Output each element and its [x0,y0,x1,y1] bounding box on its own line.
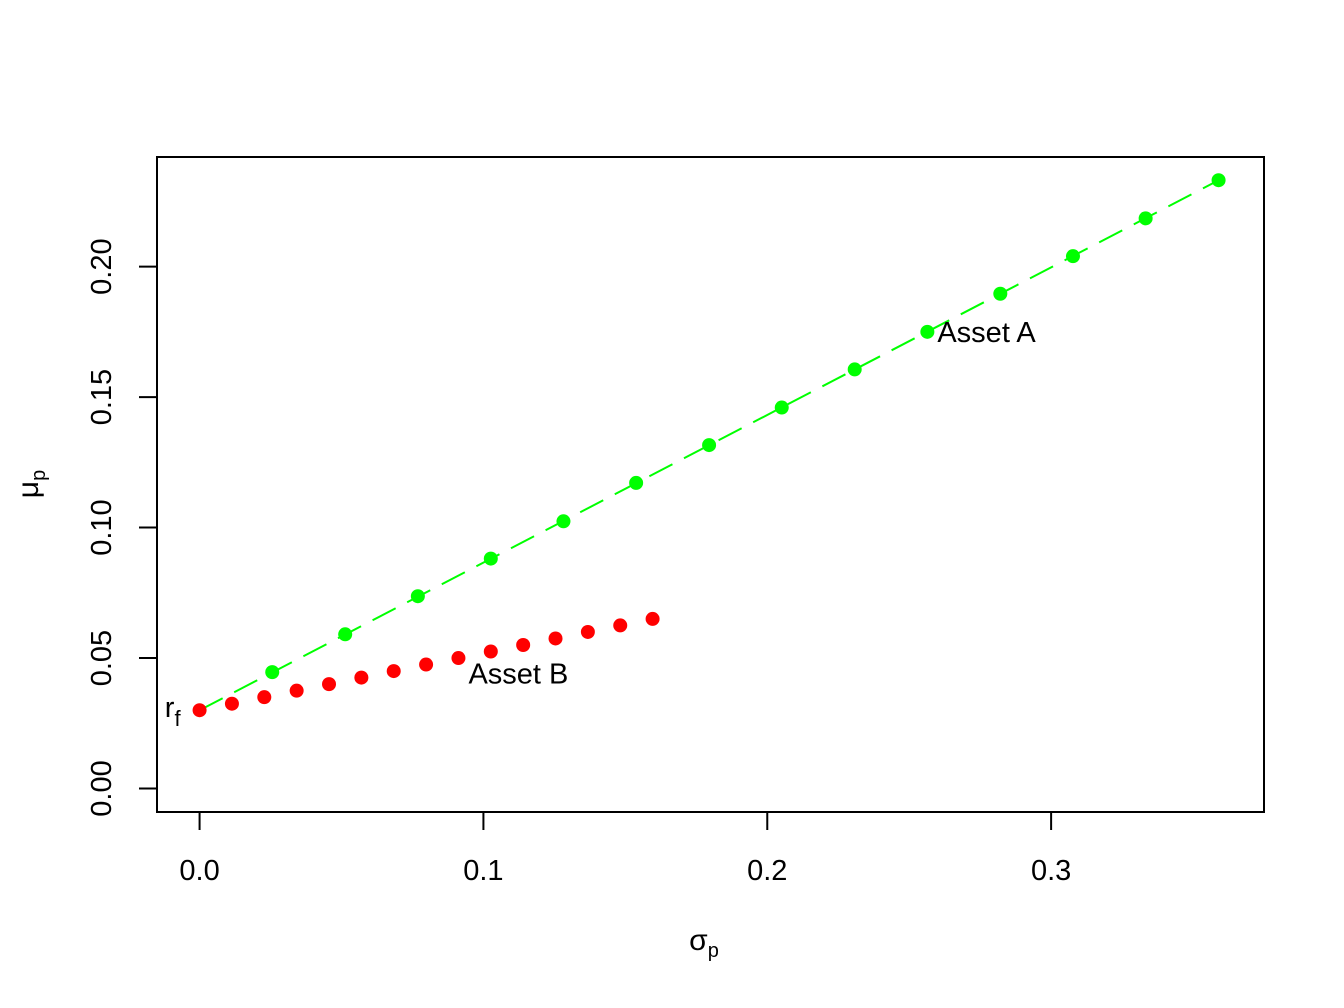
data-point [580,624,595,639]
data-point [1065,249,1080,264]
x-axis-label: σp [689,924,719,962]
plot-frame [156,156,1265,813]
data-point [257,690,272,705]
data-point [265,665,280,680]
data-point [322,677,337,692]
x-tick-label: 0.3 [1031,855,1071,887]
annotation-label: rf [165,692,182,731]
data-point [629,475,644,490]
data-point [920,324,935,339]
data-point [548,631,563,646]
y-tick-label: 0.05 [86,630,118,686]
data-point [289,683,304,698]
data-point [338,627,353,642]
x-tick-label: 0.2 [747,855,787,887]
y-tick-label: 0.10 [86,499,118,555]
annotation-label: Asset A [937,317,1036,349]
data-point [410,589,425,604]
annotation-label: Asset B [468,659,568,691]
data-point [483,551,498,566]
data-point [419,657,434,672]
y-axis-label: μp [12,470,50,498]
dashed-line-layer [199,179,1220,712]
data-point [483,644,498,659]
y-tick-label: 0.15 [86,369,118,425]
data-point [354,670,369,685]
data-point [993,286,1008,301]
data-point [516,637,531,652]
x-axis: 0.0 0.1 0.2 0.3 [179,811,1071,887]
data-point [702,438,717,453]
x-tick-label: 0.1 [463,855,503,887]
data-point [556,514,571,529]
dashed-line [199,179,1220,712]
data-point [613,618,628,633]
data-point [192,703,207,718]
data-point [1211,173,1226,188]
y-tick-label: 0.20 [86,238,118,294]
data-point [847,362,862,377]
annotation-layer: Asset A Asset B rf [165,317,1037,731]
point-layer [192,173,1226,718]
x-tick-label: 0.0 [179,855,219,887]
data-point [224,696,239,711]
data-point [1138,211,1153,226]
data-point [386,664,401,679]
data-point [774,400,789,415]
y-axis: 0.00 0.05 0.10 0.15 0.20 [86,238,158,817]
data-point [645,611,660,626]
data-point [451,651,466,666]
y-tick-label: 0.00 [86,760,118,816]
